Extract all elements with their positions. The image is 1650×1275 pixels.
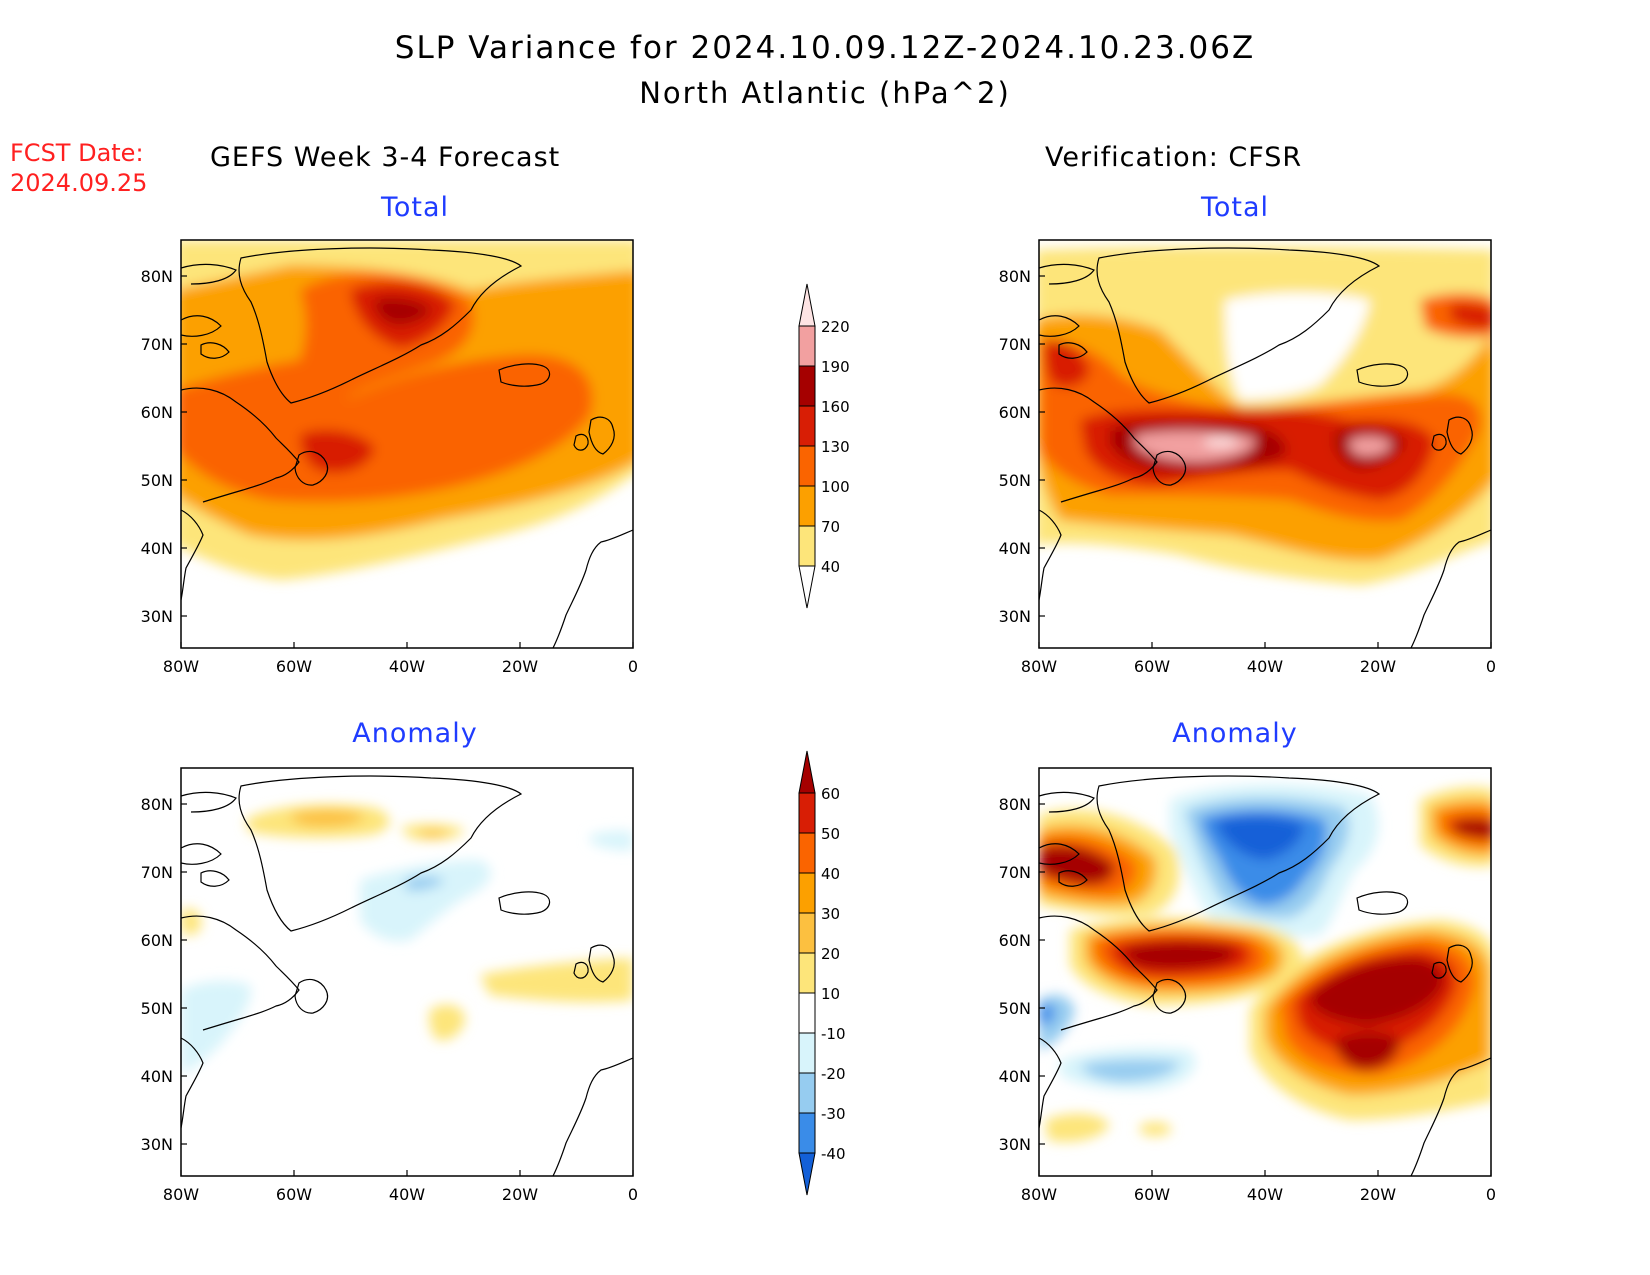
fcst-date-block: FCST Date: 2024.09.25	[10, 138, 147, 198]
forecast-total-lat-label: 30N	[141, 607, 173, 626]
verification-total-lat-label: 40N	[999, 539, 1031, 558]
anomaly-colorbar-label: 40	[821, 865, 840, 883]
verification-total-lon-label: 60W	[1134, 657, 1170, 676]
total-colorbar-swatch	[798, 445, 816, 487]
total-colorbar-swatch	[798, 365, 816, 407]
verification-anomaly-lon-label: 0	[1486, 1185, 1496, 1204]
anomaly-colorbar-swatch	[798, 832, 816, 874]
verification-total-lat-label: 80N	[999, 267, 1031, 286]
anomaly-colorbar-swatch	[798, 1072, 816, 1114]
forecast-total-lat-label: 50N	[141, 471, 173, 490]
figure-title: SLP Variance for 2024.10.09.12Z-2024.10.…	[394, 30, 1256, 66]
forecast-total-lat-label: 70N	[141, 335, 173, 354]
anomaly-colorbar-swatch	[798, 872, 816, 914]
total-colorbar-swatch	[798, 485, 816, 527]
total-colorbar-label: 70	[821, 518, 840, 536]
total-colorbar-label: 40	[821, 558, 840, 576]
verification-anomaly-lon-label: 20W	[1360, 1185, 1396, 1204]
forecast-anomaly-lat-label: 50N	[141, 999, 173, 1018]
forecast-total-lon-label: 40W	[389, 657, 425, 676]
panel-title-verification-anomaly: Anomaly	[1172, 718, 1298, 749]
verification-anomaly-lat-label: 40N	[999, 1067, 1031, 1086]
verification-total-map	[1039, 240, 1491, 648]
total-colorbar-label: 220	[821, 318, 850, 336]
panel-title-forecast-anomaly: Anomaly	[352, 718, 478, 749]
total-colorbar-label: 160	[821, 398, 850, 416]
anomaly-colorbar-label: 20	[821, 945, 840, 963]
verification-total-lon-label: 20W	[1360, 657, 1396, 676]
anomaly-colorbar-label: -20	[821, 1065, 846, 1083]
figure-subtitle: North Atlantic (hPa^2)	[639, 76, 1011, 110]
forecast-anomaly-lat-label: 30N	[141, 1135, 173, 1154]
forecast-anomaly-lon-label: 80W	[163, 1185, 199, 1204]
forecast-anomaly-lon-label: 40W	[389, 1185, 425, 1204]
total-colorbar-label: 190	[821, 358, 850, 376]
anomaly-colorbar-label: -10	[821, 1025, 846, 1043]
verification-total-lat-label: 60N	[999, 403, 1031, 422]
total-colorbar-swatch	[798, 325, 816, 367]
total-colorbar-top-arrow	[798, 283, 816, 327]
anomaly-colorbar-swatch	[798, 1112, 816, 1154]
right-column-heading: Verification: CFSR	[1045, 142, 1303, 173]
anomaly-colorbar-swatch	[798, 792, 816, 834]
anomaly-colorbar-swatch	[798, 992, 816, 1034]
verification-anomaly-lat-label: 30N	[999, 1135, 1031, 1154]
verification-anomaly-lat-label: 50N	[999, 999, 1031, 1018]
anomaly-colorbar-label: 30	[821, 905, 840, 923]
forecast-total-map	[181, 240, 633, 648]
anomaly-colorbar-bottom-arrow	[798, 1152, 816, 1196]
verification-total-lon-label: 0	[1486, 657, 1496, 676]
anomaly-colorbar-swatch	[798, 952, 816, 994]
fcst-date-value: 2024.09.25	[10, 169, 148, 197]
verification-anomaly-lat-label: 80N	[999, 795, 1031, 814]
verification-total-lat-label: 50N	[999, 471, 1031, 490]
forecast-total-lat-label: 80N	[141, 267, 173, 286]
total-colorbar-label: 100	[821, 478, 850, 496]
forecast-total-lon-label: 20W	[502, 657, 538, 676]
anomaly-colorbar-label: 50	[821, 825, 840, 843]
forecast-anomaly-lon-label: 60W	[276, 1185, 312, 1204]
anomaly-colorbar-label: -30	[821, 1105, 846, 1123]
forecast-total-lon-label: 60W	[276, 657, 312, 676]
forecast-anomaly-lon-label: 20W	[502, 1185, 538, 1204]
verification-anomaly-lat-label: 70N	[999, 863, 1031, 882]
forecast-total-lon-label: 0	[628, 657, 638, 676]
forecast-anomaly-lat-label: 80N	[141, 795, 173, 814]
forecast-anomaly-lon-label: 0	[628, 1185, 638, 1204]
forecast-anomaly-lat-label: 60N	[141, 931, 173, 950]
anomaly-colorbar: 60 50 40 30 20 10 -10 -20 -30 -40	[798, 750, 846, 1196]
total-colorbar-swatch	[798, 525, 816, 567]
verification-anomaly-lon-label: 80W	[1021, 1185, 1057, 1204]
anomaly-colorbar-label: 60	[821, 785, 840, 803]
verification-anomaly-lon-label: 60W	[1134, 1185, 1170, 1204]
verification-total-lat-label: 30N	[999, 607, 1031, 626]
left-column-heading: GEFS Week 3-4 Forecast	[210, 142, 561, 173]
verification-total-lon-label: 40W	[1247, 657, 1283, 676]
total-colorbar: 220 190 160 130 100 70 40	[798, 283, 850, 609]
verification-total-lon-label: 80W	[1021, 657, 1057, 676]
verification-anomaly-map	[1039, 768, 1491, 1176]
total-colorbar-label: 130	[821, 438, 850, 456]
anomaly-colorbar-label: 10	[821, 985, 840, 1003]
fcst-date-label: FCST Date:	[10, 139, 144, 167]
forecast-anomaly-map	[181, 768, 633, 1176]
anomaly-colorbar-swatch	[798, 1032, 816, 1074]
anomaly-colorbar-swatch	[798, 912, 816, 954]
forecast-total-lat-label: 60N	[141, 403, 173, 422]
panel-title-verification-total: Total	[1200, 192, 1270, 223]
forecast-anomaly-lat-label: 40N	[141, 1067, 173, 1086]
panel-title-forecast-total: Total	[380, 192, 450, 223]
forecast-anomaly-lat-label: 70N	[141, 863, 173, 882]
verification-anomaly-lon-label: 40W	[1247, 1185, 1283, 1204]
total-colorbar-bottom-arrow	[798, 565, 816, 609]
anomaly-colorbar-top-arrow	[798, 750, 816, 794]
verification-anomaly-lat-label: 60N	[999, 931, 1031, 950]
forecast-total-lon-label: 80W	[163, 657, 199, 676]
verification-total-lat-label: 70N	[999, 335, 1031, 354]
forecast-total-lat-label: 40N	[141, 539, 173, 558]
anomaly-colorbar-label: -40	[821, 1145, 846, 1163]
total-colorbar-swatch	[798, 405, 816, 447]
